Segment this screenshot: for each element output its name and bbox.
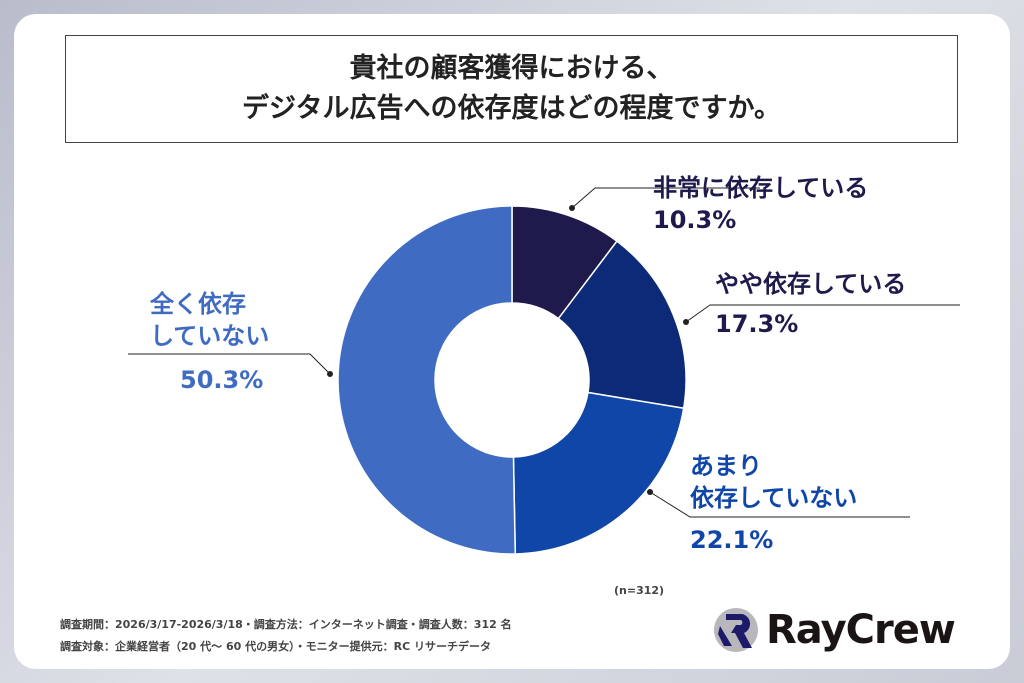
raycrew-logo: RayCrew (712, 606, 956, 654)
title-line-2: デジタル広告への依存度はどの程度ですか。 (242, 93, 781, 124)
label-not-dependent: 全く依存 していない 50.3% (150, 290, 270, 394)
leader-line-2 (685, 304, 960, 323)
label-very-dependent: 非常に依存している 10.3% (653, 174, 869, 234)
title-line-1: 貴社の顧客獲得における、 (349, 53, 674, 84)
label-somewhat-dependent: やや依存している 17.3% (715, 270, 907, 338)
donut-slice-4 (337, 205, 517, 555)
chart-title: 貴社の顧客獲得における、 デジタル広告への依存度はどの程度ですか。 (65, 35, 958, 143)
card (14, 14, 1010, 669)
leader-line-3 (649, 491, 910, 518)
footer-line-2: 調査対象：企業経営者（20 代～ 60 代の男女）・モニター提供元：RC リサー… (60, 640, 491, 653)
logo-text: RayCrew (766, 607, 956, 653)
footer-line-1: 調査期間：2026/3/17-2026/3/18・調査方法：インターネット調査・… (60, 618, 512, 631)
logo-mark-icon (714, 608, 758, 652)
sample-size: (n=312) (614, 584, 665, 597)
donut-slice-3 (512, 391, 685, 555)
leader-line-1 (571, 187, 760, 209)
donut-slice-2 (557, 240, 687, 410)
leader-line-4 (128, 353, 331, 375)
label-not-very-dependent: あまり 依存していない 22.1% (690, 452, 858, 554)
